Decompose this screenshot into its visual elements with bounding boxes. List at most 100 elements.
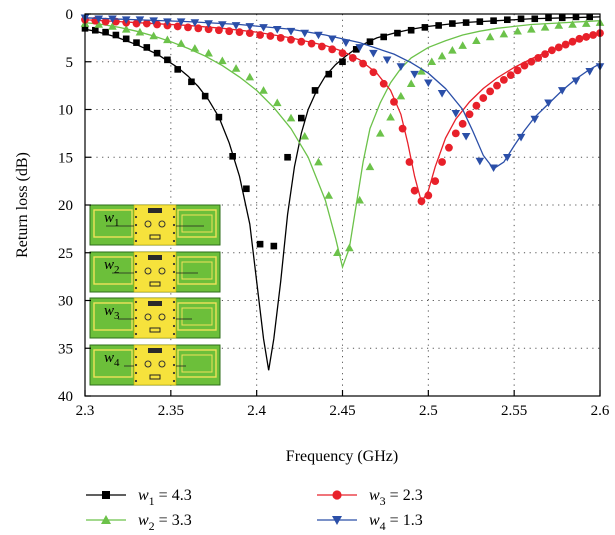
data-point-triangle-down — [437, 89, 447, 98]
inset-via — [172, 270, 176, 274]
inset-left-loop — [93, 302, 133, 331]
inset-ring — [144, 313, 152, 321]
data-point-circle — [297, 37, 306, 46]
inset-via — [134, 239, 138, 243]
series-layer — [80, 13, 605, 371]
inset-label: w1 — [104, 210, 120, 229]
inset-right-inner — [181, 307, 213, 326]
data-point-circle — [348, 54, 357, 62]
inset-via — [134, 231, 138, 235]
inset-via — [172, 231, 176, 235]
data-point-triangle-down — [451, 110, 461, 118]
data-point-circle — [451, 129, 460, 138]
data-point-circle — [101, 17, 110, 26]
data-point-square — [102, 491, 110, 499]
y-tick-label: 20 — [58, 198, 73, 214]
data-point-square — [531, 15, 539, 23]
data-point-circle — [318, 42, 326, 51]
legend-label: w2 = 3.3 — [138, 512, 192, 533]
y-tick-label: 15 — [58, 150, 73, 166]
data-point-square — [188, 78, 195, 86]
data-point-square — [215, 113, 223, 121]
data-point-square — [143, 44, 151, 51]
data-point-triangle-down — [571, 77, 581, 86]
data-point-triangle — [204, 48, 213, 57]
data-point-circle — [493, 81, 501, 90]
legend: w1 = 4.3 w2 = 3.3 w3 = 2.3 w4 = 1.3 — [86, 487, 423, 533]
data-point-triangle-down — [475, 157, 485, 166]
series-w4 — [80, 14, 605, 173]
inset-via — [134, 355, 138, 359]
series-w3 — [81, 15, 604, 206]
inset-right-loop — [177, 209, 217, 238]
inset-stub — [148, 208, 162, 213]
inset-ring — [158, 360, 166, 368]
x-axis-label: Frequency (GHz) — [286, 448, 398, 465]
data-point-square — [352, 46, 360, 53]
data-point-square — [490, 17, 497, 24]
data-point-circle — [479, 94, 488, 102]
data-point-triangle — [149, 31, 158, 40]
data-point-circle — [534, 54, 543, 62]
data-point-triangle — [513, 26, 522, 35]
inset-ring — [158, 313, 166, 321]
legend-label: w3 = 2.3 — [369, 487, 423, 508]
y-tick-label: 30 — [58, 294, 73, 310]
inset-via — [172, 355, 176, 359]
data-point-triangle — [386, 112, 395, 121]
x-tick-label: 2.6 — [591, 403, 610, 419]
data-point-triangle-down — [355, 44, 364, 52]
inset-label: w4 — [104, 350, 120, 369]
legend-label: w1 = 4.3 — [138, 487, 192, 508]
data-point-square — [284, 153, 291, 161]
data-point-triangle-down — [544, 99, 553, 108]
x-tick-label: 2.3 — [76, 403, 95, 419]
data-point-circle — [410, 186, 419, 195]
inset-via — [134, 347, 138, 351]
legend-item-w4: w4 = 1.3 — [317, 512, 423, 533]
y-tick-label: 40 — [58, 389, 73, 405]
inset-left-loop — [93, 209, 133, 238]
inset-pad — [149, 281, 161, 287]
inset-via — [172, 286, 176, 290]
data-point-triangle — [406, 79, 416, 88]
data-point-circle — [132, 19, 141, 28]
data-point-triangle — [245, 72, 255, 81]
data-point-square — [572, 13, 580, 21]
data-point-square — [586, 13, 593, 21]
x-tick-label: 2.4 — [247, 403, 266, 419]
inset-right-inner — [181, 214, 213, 233]
x-tick-label: 2.5 — [419, 403, 438, 419]
y-tick-label: 25 — [58, 246, 73, 262]
data-point-circle — [398, 124, 407, 133]
data-point-circle — [369, 68, 378, 77]
data-point-circle — [235, 28, 244, 37]
axis-ticks: 2.3 2.35 2.4 2.45 2.5 2.55 2.6 0 5 10 15 20 25 30 35 40 — [58, 7, 610, 419]
legend-label: w4 = 1.3 — [369, 512, 423, 533]
data-point-triangle-down — [204, 20, 213, 28]
data-point-triangle-down — [286, 27, 296, 36]
data-point-triangle-down — [231, 22, 241, 30]
data-point-square — [229, 152, 236, 160]
inset-via — [172, 278, 176, 282]
data-point-triangle — [355, 195, 364, 204]
data-point-square — [112, 31, 120, 39]
inset-via — [134, 371, 138, 375]
data-point-triangle — [300, 131, 310, 140]
inset-ring — [158, 267, 166, 275]
data-point-circle — [589, 31, 598, 39]
data-point-square — [201, 92, 209, 100]
data-point-triangle-down — [259, 24, 268, 32]
inset-via — [134, 363, 138, 367]
data-point-square — [407, 26, 415, 34]
inset-via — [172, 207, 176, 211]
data-point-triangle — [527, 24, 536, 33]
inset-via — [172, 316, 176, 320]
data-point-circle — [359, 59, 367, 68]
data-point-circle — [499, 75, 508, 84]
data-point-square — [325, 70, 333, 78]
data-point-triangle — [94, 20, 104, 28]
inset-via — [172, 332, 176, 336]
data-point-square — [311, 87, 319, 94]
data-point-triangle — [108, 22, 117, 30]
